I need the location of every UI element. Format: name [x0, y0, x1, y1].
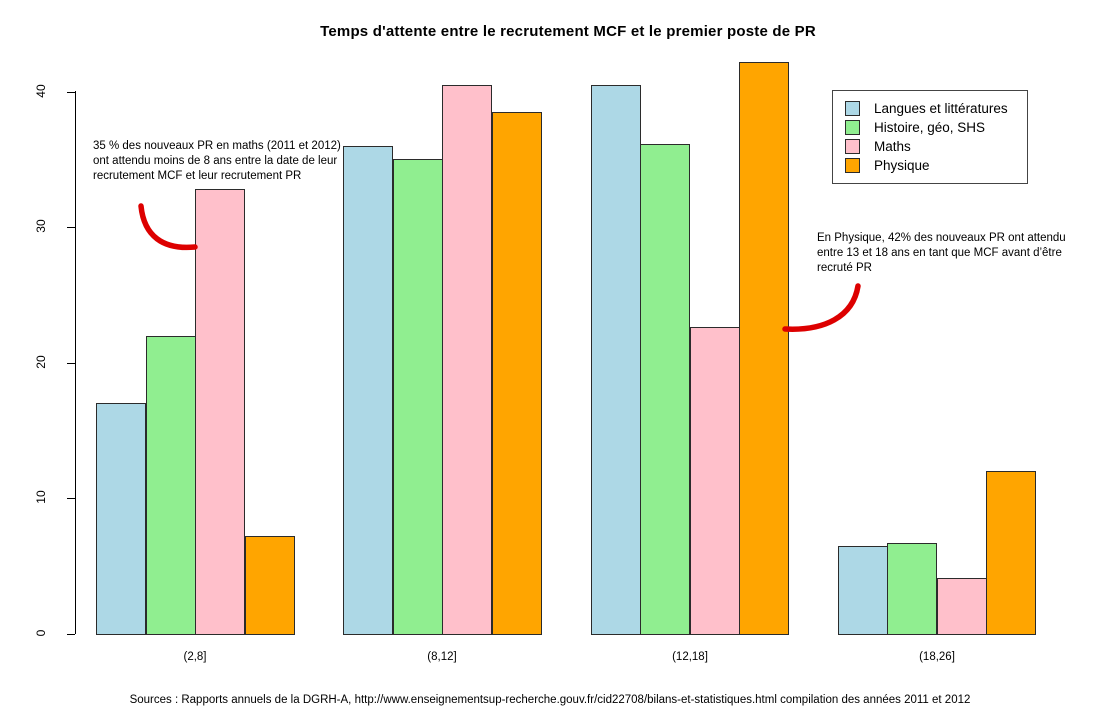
bar [640, 144, 690, 635]
legend-label: Langues et littératures [874, 101, 1008, 116]
annotation-arrow-physique-icon [782, 283, 861, 332]
y-axis-tick-label: 40 [34, 84, 48, 98]
x-axis-label: (2,8] [183, 651, 207, 663]
y-axis-tick [67, 227, 75, 228]
bar [245, 536, 295, 635]
bar [146, 336, 196, 635]
bar [442, 85, 492, 635]
bar [690, 327, 740, 635]
x-axis-label: (18,26] [919, 651, 955, 663]
x-axis-label: (12,18] [672, 651, 708, 663]
annotation-physique: En Physique, 42% des nouveaux PR ont att… [817, 232, 1066, 274]
legend-item: Langues et littératures [845, 99, 1027, 118]
y-axis-line [75, 91, 76, 634]
legend-swatch-icon [845, 101, 860, 116]
legend-label: Physique [874, 158, 930, 173]
chart-title: Temps d'attente entre le recrutement MCF… [320, 23, 816, 40]
source-caption: Sources : Rapports annuels de la DGRH-A,… [129, 694, 971, 706]
legend-label: Histoire, géo, SHS [874, 120, 986, 135]
y-axis-tick-label: 30 [34, 219, 48, 233]
y-axis-tick-label: 10 [34, 490, 48, 504]
legend-item: Maths [845, 137, 1027, 156]
legend-swatch-icon [845, 120, 860, 135]
bar [96, 403, 146, 635]
bar [343, 146, 393, 635]
y-axis-tick-label: 20 [34, 355, 48, 369]
y-axis-tick [67, 498, 75, 499]
x-axis-label: (8,12] [427, 651, 457, 663]
annotation-arrow-maths-icon [138, 203, 198, 251]
legend-label: Maths [874, 139, 911, 154]
legend-item: Physique [845, 156, 1027, 175]
y-axis-tick-label: 0 [34, 629, 48, 637]
bar [393, 159, 443, 635]
bar [986, 471, 1036, 635]
legend-swatch-icon [845, 139, 860, 154]
y-axis-tick [67, 92, 75, 93]
bar [591, 85, 641, 635]
bar [492, 112, 542, 635]
y-axis-tick [67, 634, 75, 635]
bar [195, 189, 245, 635]
bar [937, 578, 987, 635]
bar [739, 62, 789, 635]
legend: Langues et littératures Histoire, géo, SH… [832, 90, 1028, 184]
y-axis-tick [67, 363, 75, 364]
legend-swatch-icon [845, 158, 860, 173]
legend-item: Histoire, géo, SHS [845, 118, 1027, 137]
annotation-maths: 35 % des nouveaux PR en maths (2011 et 2… [93, 140, 341, 182]
bar [887, 543, 937, 635]
bar [838, 546, 888, 635]
